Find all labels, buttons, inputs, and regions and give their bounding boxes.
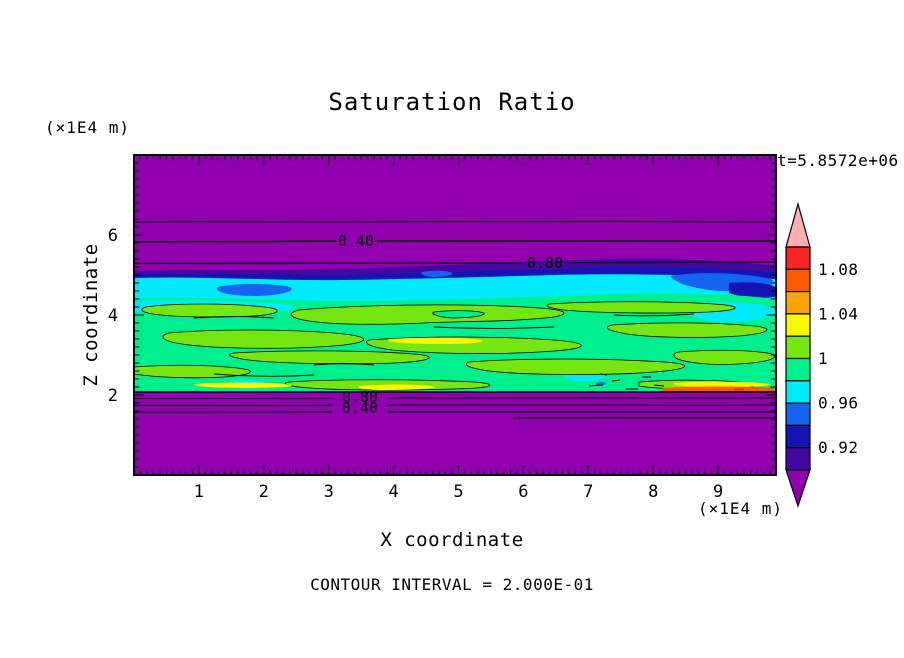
colorbar-tick-label: 0.92 xyxy=(818,438,859,457)
x-tick-label: 8 xyxy=(648,482,658,502)
y-tick-label: 4 xyxy=(108,306,118,326)
plot-area: 0.40 0.80 0.80 0.40 xyxy=(134,155,776,475)
chart-title: Saturation Ratio xyxy=(328,88,575,116)
red-speck xyxy=(734,389,744,391)
contour-line-lower xyxy=(134,405,776,406)
colorbar-tick-label: 1.04 xyxy=(818,304,859,323)
colorbar-labels: 1.08 1.04 1 0.96 0.92 xyxy=(818,260,859,457)
contour-plot-figure: 0.40 0.80 0.80 0.40 Saturation Ratio t=5… xyxy=(0,0,904,654)
orange-streak xyxy=(662,387,774,392)
chartreuse-lens xyxy=(134,365,250,378)
colorbar-segment xyxy=(786,448,810,470)
chartreuse-lens xyxy=(163,330,364,348)
time-label: t=5.8572e+06 xyxy=(777,151,899,170)
contour-line-020-upper xyxy=(134,221,776,222)
y-tick-label: 2 xyxy=(108,386,118,406)
contour-interval-note: CONTOUR INTERVAL = 2.000E-01 xyxy=(310,575,594,594)
chartreuse-lens xyxy=(142,304,278,317)
y-axis-unit: (×1E4 m) xyxy=(45,118,130,137)
contour-label-080-upper: 0.80 xyxy=(527,254,563,272)
colorbar-segment xyxy=(786,314,810,336)
chartreuse-lens xyxy=(466,359,684,375)
x-tick-label: 2 xyxy=(259,482,269,502)
x-tick-label: 1 xyxy=(194,482,204,502)
y-tick-label: 6 xyxy=(108,226,118,246)
colorbar-segment xyxy=(786,336,810,358)
figure-canvas: 0.40 0.80 0.80 0.40 Saturation Ratio t=5… xyxy=(0,0,904,654)
colorbar-segments xyxy=(786,247,810,470)
colorbar-tick-label: 1.08 xyxy=(818,260,859,279)
x-tick-label: 6 xyxy=(518,482,528,502)
y-tick-labels: 6 4 2 xyxy=(108,226,118,406)
colorbar-tick-label: 0.96 xyxy=(818,394,859,413)
colorbar-segment xyxy=(786,247,810,269)
colorbar-segment xyxy=(786,359,810,381)
colorbar-arrow-down xyxy=(786,470,810,506)
colorbar-segment xyxy=(786,403,810,425)
colorbar-arrow-up xyxy=(786,204,810,247)
contour-label-040-lower: 0.40 xyxy=(342,399,378,417)
x-tick-label: 9 xyxy=(713,482,723,502)
y-axis-label: Z coordinate xyxy=(80,243,102,386)
x-axis-unit: (×1E4 m) xyxy=(698,499,783,518)
x-tick-labels: 1 2 3 4 5 6 7 8 9 xyxy=(194,482,723,502)
colorbar: 1.08 1.04 1 0.96 0.92 xyxy=(786,204,859,506)
colorbar-segment xyxy=(786,269,810,291)
colorbar-segment xyxy=(786,292,810,314)
colorbar-segment xyxy=(786,381,810,403)
x-axis-label: X coordinate xyxy=(380,529,523,551)
x-tick-label: 7 xyxy=(583,482,593,502)
colorbar-tick-label: 1 xyxy=(818,349,828,368)
colorbar-segment xyxy=(786,425,810,447)
x-tick-label: 3 xyxy=(324,482,334,502)
x-tick-label: 5 xyxy=(453,482,463,502)
contour-label-040-upper: 0.40 xyxy=(338,232,374,250)
x-tick-label: 4 xyxy=(388,482,398,502)
